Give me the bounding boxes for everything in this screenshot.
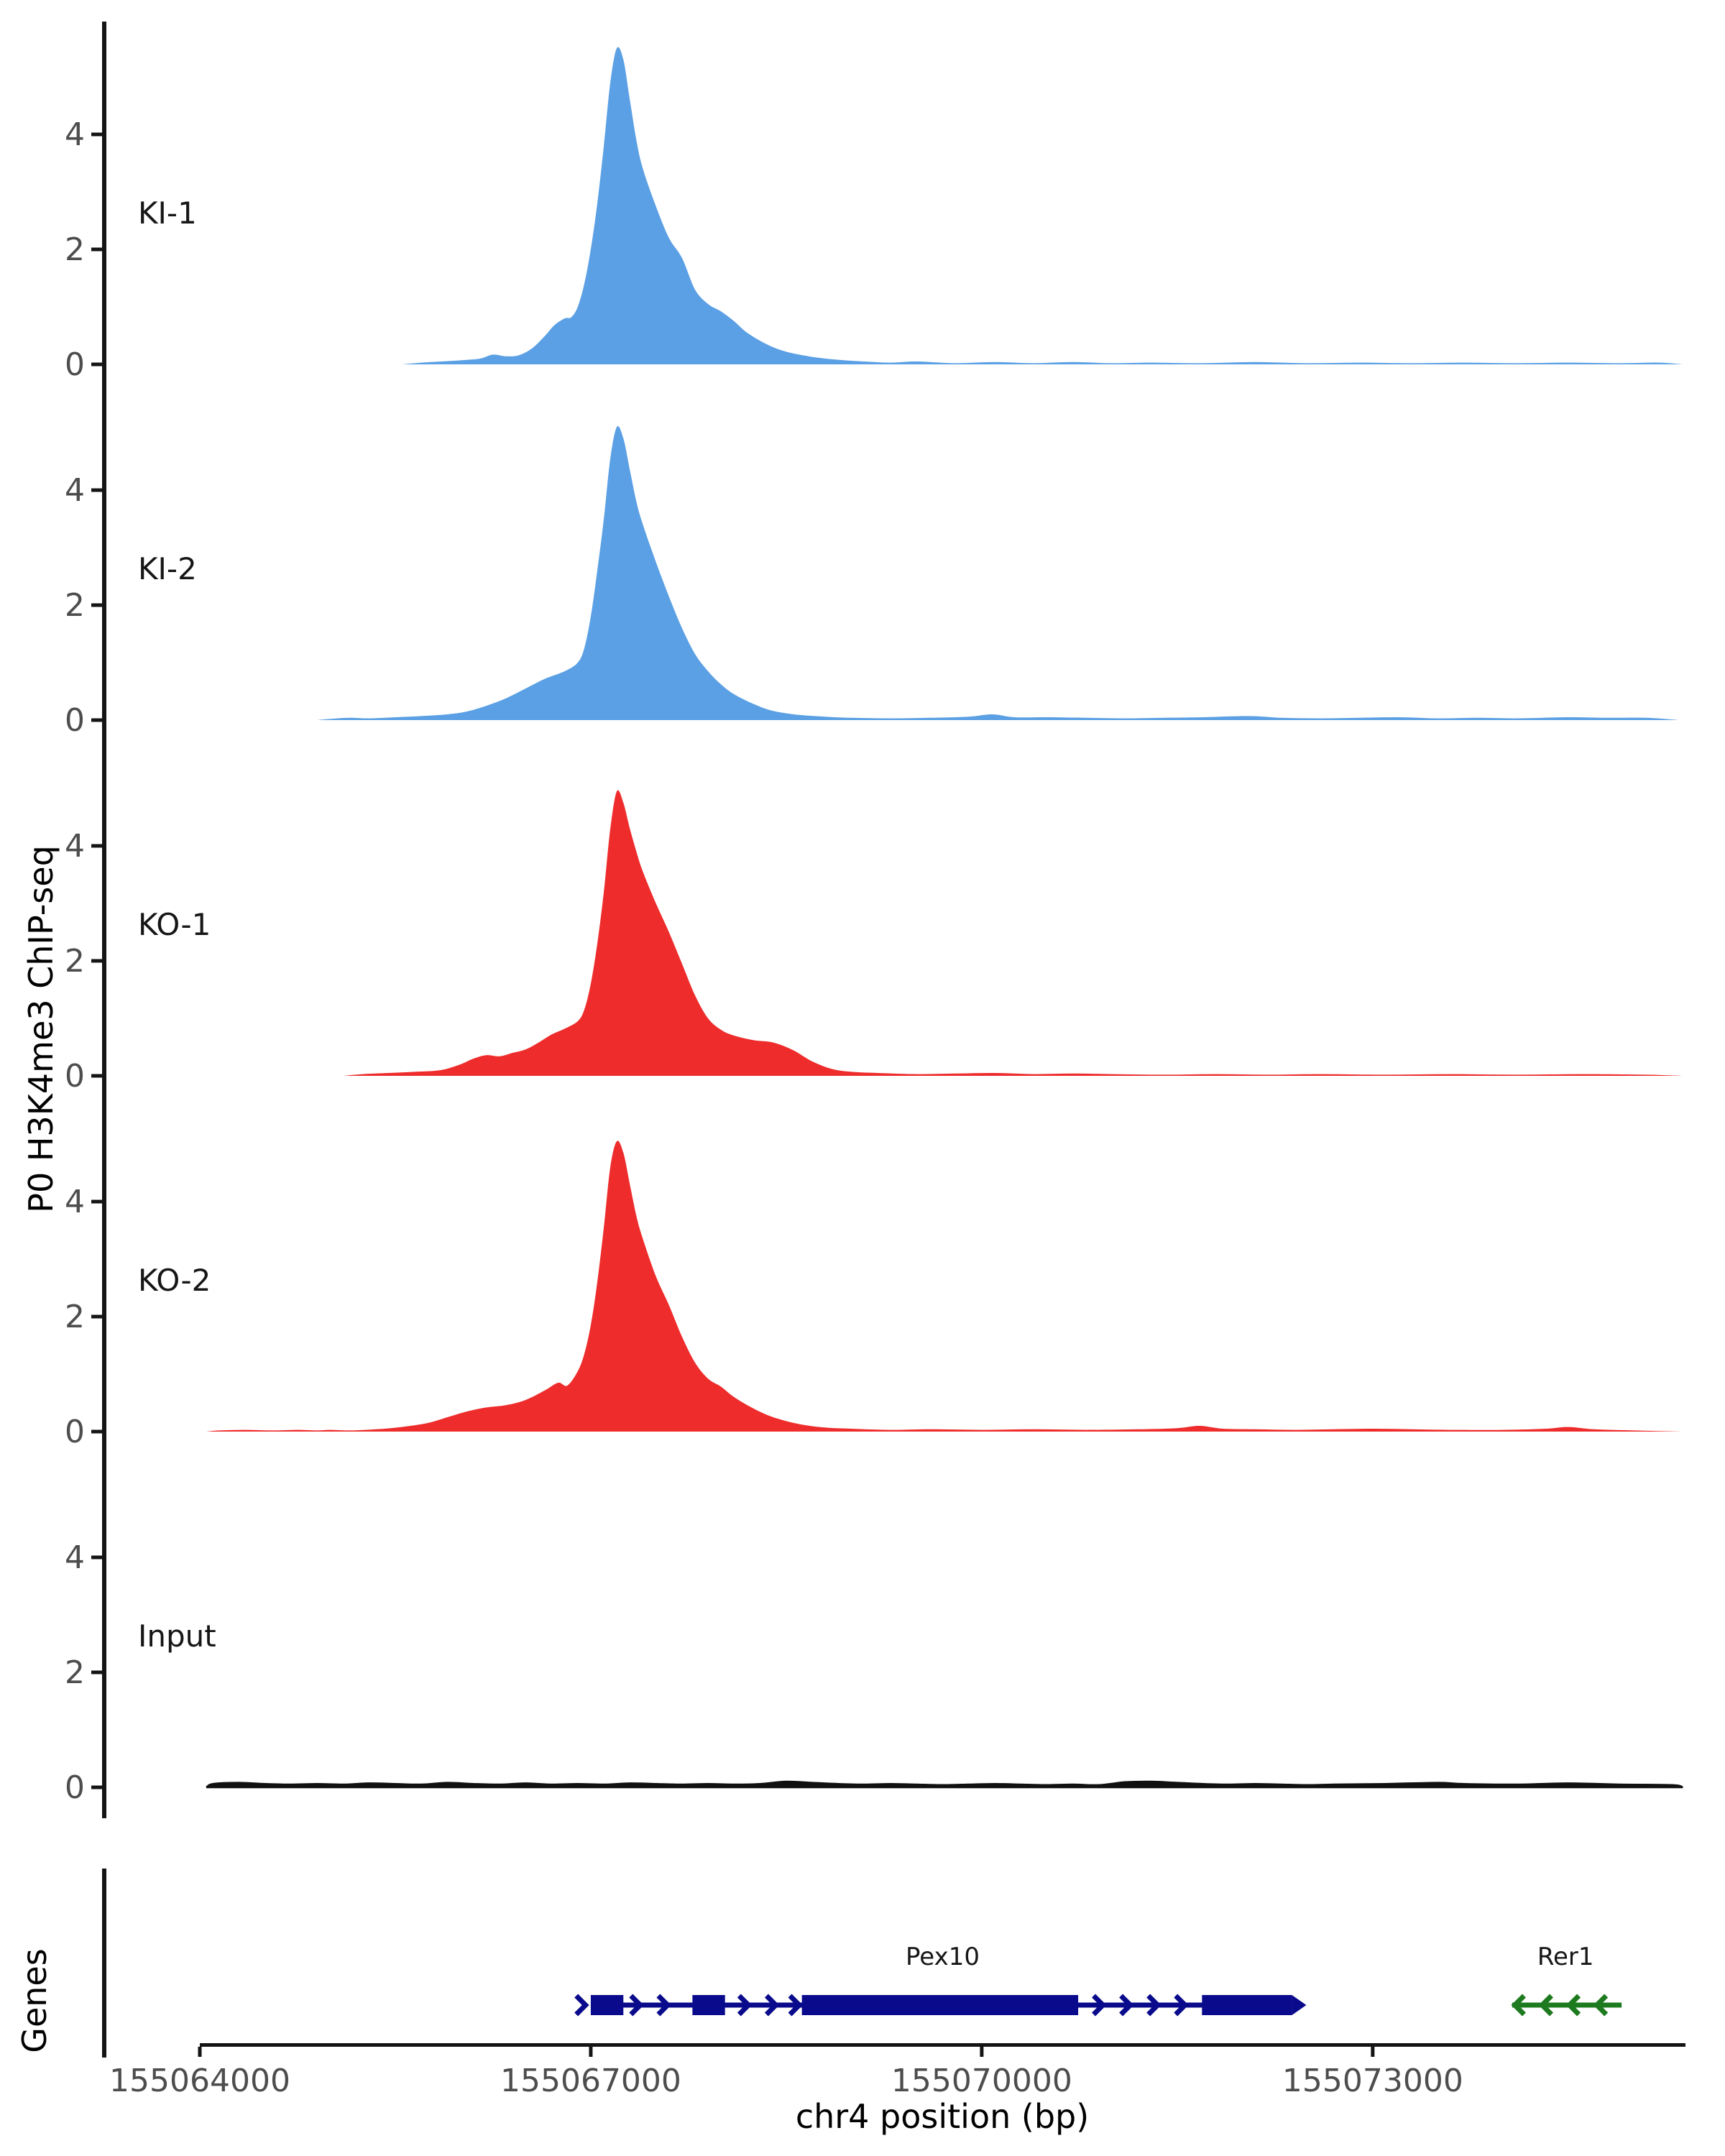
y-tick-KI-1-2 [91, 247, 102, 252]
strand-arrow-Pex10-4 [764, 1994, 780, 2017]
y-tick-KO-2-4 [91, 1199, 102, 1204]
x-tick-155073000 [1371, 2047, 1375, 2057]
y-axis-spine-genes [102, 1869, 106, 2058]
strand-arrow-Pex10-8 [1146, 1994, 1162, 2017]
exon-Pex10-3 [1202, 1995, 1292, 2015]
y-tick-KO-1-0 [91, 1074, 102, 1078]
exon-Pex10-1 [692, 1995, 725, 2015]
x-tick-label-155070000: 155070000 [891, 2063, 1072, 2099]
y-tick-KO-1-4 [91, 844, 102, 848]
gene-end-arrow-Pex10 [1292, 1995, 1307, 2015]
x-axis-line [200, 2043, 1685, 2047]
coverage-area-KO-1 [343, 790, 1683, 1076]
exon-Pex10-2 [801, 1995, 1079, 2015]
x-tick-155067000 [589, 2047, 593, 2057]
y-tick-KI-1-4 [91, 132, 102, 137]
y-tick-KO-2-0 [91, 1429, 102, 1434]
coverage-area-KI-1 [402, 47, 1683, 364]
strand-arrow-Pex10-9 [1174, 1994, 1189, 2017]
y-tick-label-KI-2-0: 0 [65, 702, 85, 739]
y-tick-label-KI-1-4: 4 [65, 116, 85, 153]
x-axis-label: chr4 position (bp) [795, 2097, 1090, 2136]
y-axis-spine-KO-2 [102, 1089, 106, 1462]
strand-arrow-Pex10-2 [656, 1994, 671, 2017]
y-tick-label-Input-4: 4 [65, 1539, 85, 1576]
y-tick-KI-1-0 [91, 362, 102, 367]
y-tick-KO-1-2 [91, 959, 102, 963]
strand-arrow-Pex10-1 [629, 1994, 644, 2017]
y-tick-label-KO-2-4: 4 [65, 1184, 85, 1220]
track-label-KI-2: KI-2 [138, 551, 197, 586]
y-tick-KI-2-0 [91, 718, 102, 722]
y-axis-spine-Input [102, 1445, 106, 1818]
strand-arrow-Pex10-7 [1119, 1994, 1134, 2017]
y-tick-label-KI-1-2: 2 [65, 231, 85, 268]
gene-label-Rer1: Rer1 [1537, 1943, 1594, 1971]
strand-arrow-Pex10-6 [1092, 1994, 1107, 2017]
y-axis-spine-KI-2 [102, 377, 106, 751]
x-tick-155070000 [980, 2047, 984, 2057]
x-tick-label-155073000: 155073000 [1282, 2063, 1463, 2099]
y-tick-label-KO-2-2: 2 [65, 1299, 85, 1335]
exon-Pex10-0 [590, 1995, 624, 2015]
gene-label-Pex10: Pex10 [906, 1943, 980, 1971]
strand-arrow-Pex10-5 [788, 1994, 804, 2017]
y-tick-KO-2-2 [91, 1314, 102, 1319]
y-tick-label-Input-0: 0 [65, 1769, 85, 1806]
y-tick-label-KI-1-0: 0 [65, 346, 85, 383]
y-axis-spine-KI-1 [102, 22, 106, 395]
strand-arrow-Rer1-3 [1593, 1994, 1609, 2017]
y-tick-label-KO-1-0: 0 [65, 1058, 85, 1095]
y-tick-label-KI-2-4: 4 [65, 472, 85, 509]
y-axis-label: P0 H3K4me3 ChIP-seq [22, 845, 60, 1213]
strand-arrow-Rer1-0 [1511, 1994, 1526, 2017]
track-label-Input: Input [138, 1618, 216, 1654]
y-tick-label-KO-2-0: 0 [65, 1414, 85, 1450]
y-tick-Input-4 [91, 1555, 102, 1560]
coverage-area-Input [206, 1780, 1683, 1789]
y-tick-label-KO-1-4: 4 [65, 828, 85, 865]
strand-arrow-Rer1-2 [1565, 1994, 1581, 2017]
coverage-area-KO-2 [206, 1141, 1683, 1432]
y-tick-KI-2-2 [91, 603, 102, 607]
genes-panel-label: Genes [15, 1948, 54, 2053]
x-tick-label-155064000: 155064000 [109, 2063, 290, 2099]
y-tick-label-KO-1-2: 2 [65, 943, 85, 980]
y-tick-KI-2-4 [91, 488, 102, 492]
track-label-KI-1: KI-1 [138, 195, 197, 231]
x-tick-155064000 [198, 2047, 202, 2057]
y-axis-spine-KO-1 [102, 733, 106, 1107]
x-tick-label-155067000: 155067000 [500, 2063, 681, 2099]
strand-arrow-Pex10-3 [737, 1994, 753, 2017]
track-label-KO-1: KO-1 [138, 907, 211, 942]
strand-arrow-Pex10-0 [574, 1994, 589, 2017]
strand-arrow-Rer1-1 [1538, 1994, 1554, 2017]
coverage-area-KI-2 [317, 425, 1679, 720]
y-tick-label-Input-2: 2 [65, 1654, 85, 1691]
y-tick-Input-2 [91, 1670, 102, 1674]
track-label-KO-2: KO-2 [138, 1263, 211, 1298]
y-tick-Input-0 [91, 1785, 102, 1789]
y-tick-label-KI-2-2: 2 [65, 587, 85, 624]
